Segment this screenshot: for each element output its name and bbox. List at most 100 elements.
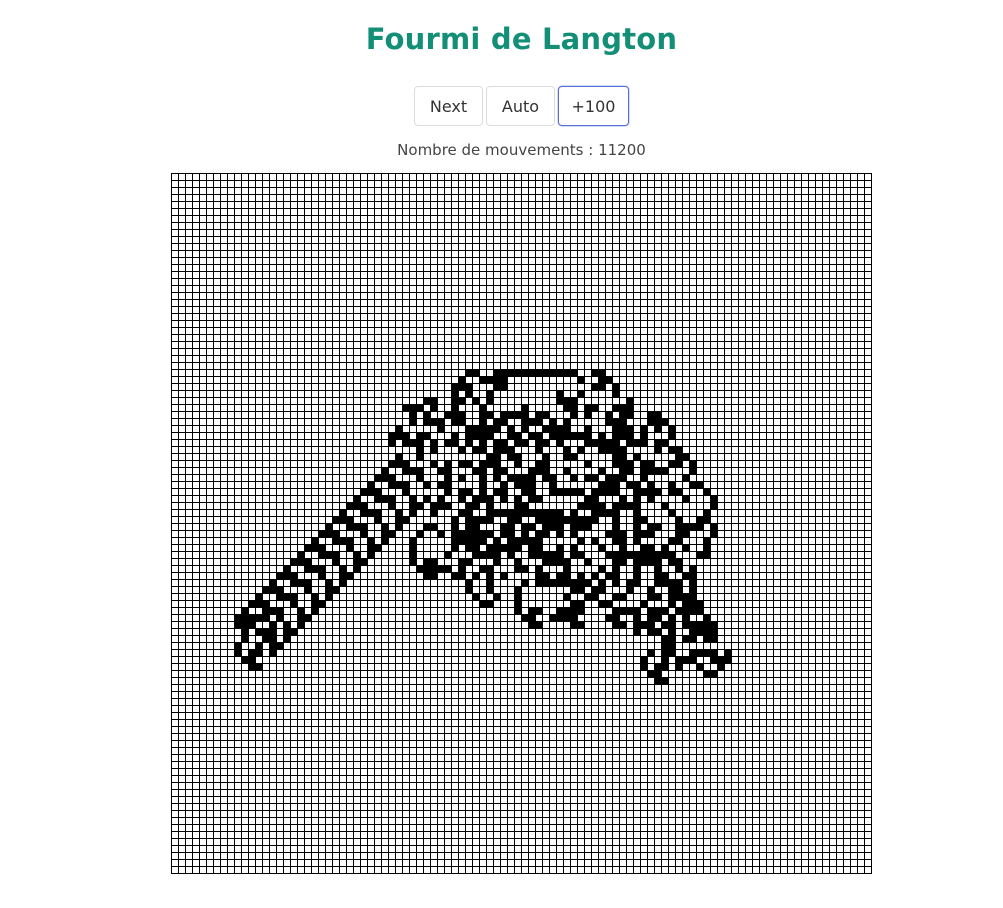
black-cell: [500, 572, 508, 580]
black-cell: [598, 579, 606, 587]
black-cell: [647, 558, 655, 566]
black-cell: [416, 453, 424, 461]
black-cell: [528, 432, 536, 440]
black-cell: [682, 593, 690, 601]
black-cell: [549, 614, 557, 622]
black-cell: [703, 670, 711, 678]
black-cell: [591, 516, 599, 524]
black-cell: [514, 369, 522, 377]
black-cell: [514, 481, 522, 489]
black-cell: [339, 516, 347, 524]
black-cell: [360, 523, 368, 531]
black-cell: [332, 558, 340, 566]
black-cell: [395, 509, 403, 517]
black-cell: [619, 474, 627, 482]
black-cell: [451, 523, 459, 531]
black-cell: [633, 502, 641, 510]
black-cell: [710, 656, 718, 664]
black-cell: [486, 600, 494, 608]
black-cell: [465, 390, 473, 398]
black-cell: [486, 502, 494, 510]
black-cell: [458, 537, 466, 545]
black-cell: [479, 488, 487, 496]
black-cell: [472, 572, 480, 580]
black-cell: [493, 446, 501, 454]
black-cell: [619, 425, 627, 433]
black-cell: [619, 418, 627, 426]
black-cell: [423, 495, 431, 503]
black-cell: [514, 544, 522, 552]
grid-lines: [171, 173, 872, 874]
black-cell: [689, 467, 697, 475]
ant-board[interactable]: [171, 173, 872, 874]
black-cell: [381, 474, 389, 482]
black-cell: [633, 481, 641, 489]
black-cell: [563, 397, 571, 405]
black-cell: [654, 663, 662, 671]
black-cell: [689, 593, 697, 601]
black-cell: [472, 495, 480, 503]
plus-100-button[interactable]: +100: [558, 86, 629, 126]
black-cell: [409, 404, 417, 412]
black-cell: [360, 530, 368, 538]
black-cell: [465, 537, 473, 545]
black-cell: [633, 558, 641, 566]
auto-button[interactable]: Auto: [486, 86, 555, 126]
black-cell: [605, 614, 613, 622]
black-cell: [675, 537, 683, 545]
next-button[interactable]: Next: [414, 86, 483, 126]
black-cell: [654, 558, 662, 566]
black-cell: [521, 411, 529, 419]
black-cell: [647, 551, 655, 559]
black-cell: [458, 509, 466, 517]
black-cell: [493, 418, 501, 426]
black-cell: [458, 411, 466, 419]
black-cell: [640, 600, 648, 608]
black-cell: [493, 551, 501, 559]
black-cell: [500, 411, 508, 419]
black-cell: [584, 439, 592, 447]
black-cell: [255, 628, 263, 636]
black-cell: [528, 418, 536, 426]
black-cell: [633, 607, 641, 615]
black-cell: [682, 607, 690, 615]
black-cell: [570, 516, 578, 524]
black-cell: [262, 607, 270, 615]
black-cell: [598, 488, 606, 496]
black-cell: [451, 537, 459, 545]
black-cell: [262, 600, 270, 608]
black-cell: [633, 509, 641, 517]
ant-grid[interactable]: [171, 173, 872, 874]
black-cell: [626, 425, 634, 433]
black-cell: [381, 530, 389, 538]
black-cell: [395, 481, 403, 489]
black-cell: [269, 607, 277, 615]
black-cell: [654, 439, 662, 447]
black-cell: [647, 467, 655, 475]
black-cell: [668, 649, 676, 657]
black-cell: [682, 530, 690, 538]
black-cell: [577, 586, 585, 594]
black-cell: [682, 635, 690, 643]
black-cell: [486, 509, 494, 517]
black-cell: [626, 481, 634, 489]
black-cell: [598, 600, 606, 608]
black-cell: [283, 621, 291, 629]
black-cell: [276, 572, 284, 580]
black-cell: [416, 432, 424, 440]
black-cell: [248, 621, 256, 629]
black-cell: [591, 369, 599, 377]
black-cell: [507, 544, 515, 552]
black-cell: [325, 523, 333, 531]
black-cell: [577, 516, 585, 524]
black-cell: [612, 488, 620, 496]
black-cell: [493, 369, 501, 377]
black-cell: [444, 551, 452, 559]
black-cell: [472, 502, 480, 510]
black-cell: [535, 537, 543, 545]
black-cell: [472, 425, 480, 433]
black-cell: [633, 614, 641, 622]
black-cell: [269, 649, 277, 657]
black-cell: [612, 481, 620, 489]
black-cell: [591, 488, 599, 496]
